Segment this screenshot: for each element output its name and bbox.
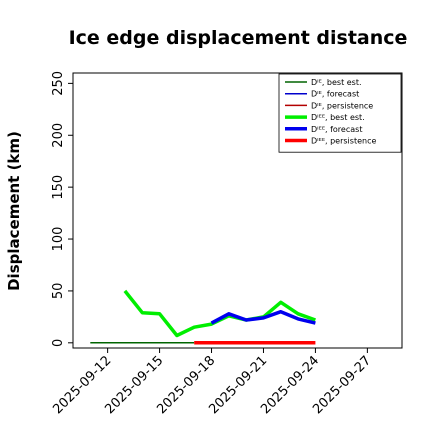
y-tick-label: 250: [51, 71, 66, 96]
legend-label-2: Dᴵᴱ, forecast: [311, 90, 359, 99]
legend-label-1: Dᴵᴱ, best est.: [311, 78, 362, 87]
legend-label-4: Dᴵᴱᴱ, best est.: [311, 113, 365, 122]
y-tick-label: 100: [51, 227, 66, 252]
legend-label-6: Dᴵᴱᴱ, persistence: [311, 137, 376, 146]
y-tick-label: 50: [51, 283, 66, 300]
legend-label-3: Dᴵᴱ, persistence: [311, 101, 373, 110]
y-tick-label: 0: [51, 339, 66, 347]
y-tick-label: 150: [51, 175, 66, 200]
series-layer: [90, 289, 316, 345]
legend: Dᴵᴱ, best est. Dᴵᴱ, forecast Dᴵᴱ, persiste…: [278, 73, 402, 153]
y-tick-label: 200: [51, 123, 66, 148]
plot-frame: [72, 72, 403, 349]
y-axis-label: Displacement (km): [5, 131, 23, 291]
legend-label-5: Dᴵᴱᴱ, forecast: [311, 125, 362, 134]
chart-title: Ice edge displacement distance: [69, 27, 408, 49]
series-line-5: [210, 309, 316, 325]
